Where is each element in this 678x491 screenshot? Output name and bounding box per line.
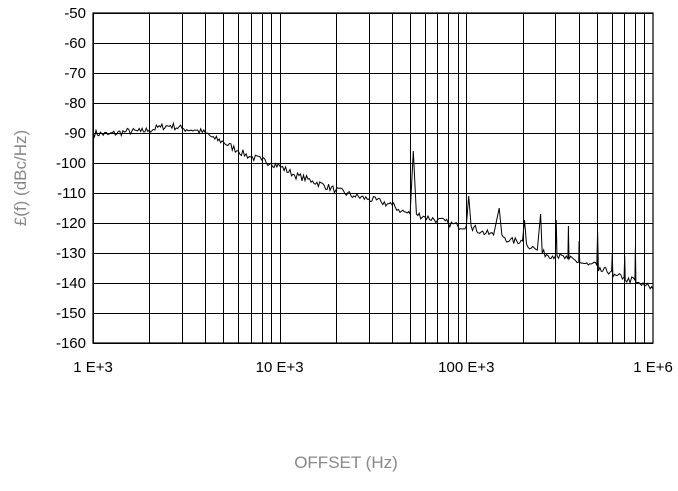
y-axis-title: £(f) (dBc/Hz) (11, 130, 30, 226)
x-axis-tick-labels: 1 E+3 10 E+3 100 E+3 1 E+6 (73, 359, 673, 376)
y-tick-label: -60 (64, 35, 86, 52)
plot-area-border (92, 12, 654, 344)
x-axis-title: OFFSET (Hz) (294, 453, 398, 472)
y-tick-label: -150 (56, 305, 86, 322)
y-tick-label: -80 (64, 95, 86, 112)
x-tick-label: 1 E+3 (73, 359, 113, 376)
x-tick-label: 10 E+3 (256, 359, 304, 376)
y-tick-label: -100 (56, 155, 86, 172)
y-axis-tick-labels: -50 -60 -70 -80 -90 -100 -110 -120 -130 -140 -150 -… (56, 5, 86, 352)
chart-grid (93, 13, 653, 344)
y-tick-label: -130 (56, 245, 86, 262)
x-tick-label: 1 E+6 (633, 359, 673, 376)
y-tick-label: -110 (57, 185, 86, 202)
y-tick-label: -90 (64, 125, 86, 142)
x-tick-label: 100 E+3 (438, 359, 494, 376)
y-tick-label: -50 (64, 5, 86, 22)
y-tick-label: -70 (64, 65, 86, 82)
y-tick-label: -120 (56, 215, 86, 232)
y-tick-label: -140 (56, 275, 86, 292)
series-line-phase-noise (92, 121, 654, 290)
y-tick-label: -160 (56, 335, 86, 352)
